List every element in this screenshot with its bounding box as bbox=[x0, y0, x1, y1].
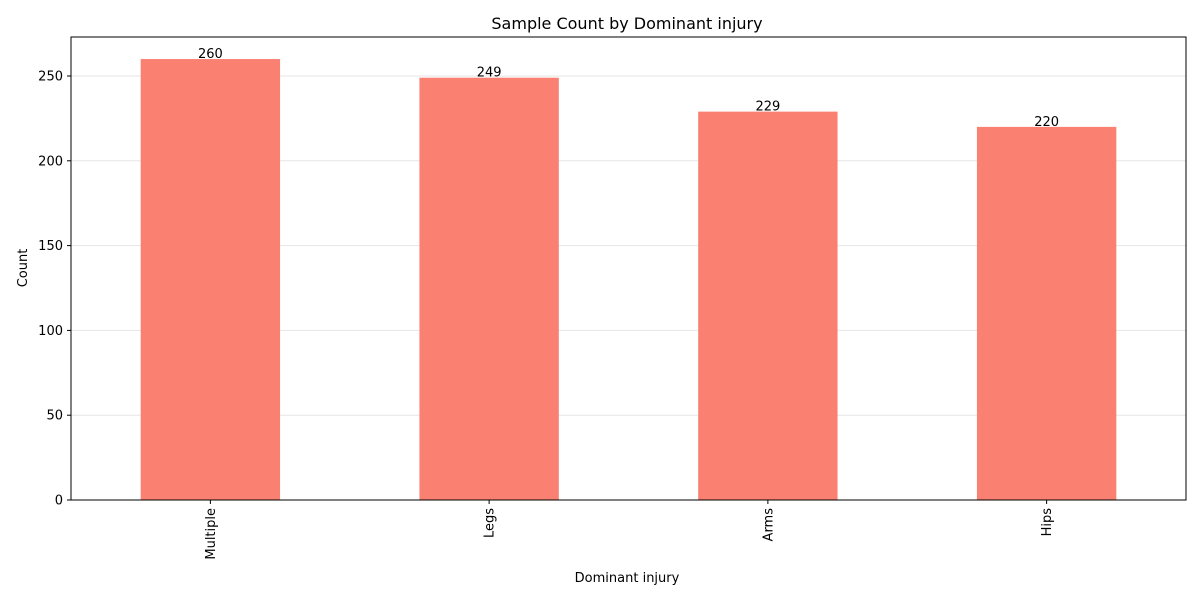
bar-multiple bbox=[140, 59, 281, 501]
x-tick-label: Legs bbox=[483, 508, 498, 538]
data-label: 249 bbox=[477, 66, 502, 81]
y-tick-label: 250 bbox=[38, 70, 63, 85]
bar-hips bbox=[976, 126, 1117, 500]
x-tick-label: Arms bbox=[761, 508, 776, 542]
x-tick-label: Multiple bbox=[204, 508, 219, 560]
bar-arms bbox=[698, 111, 838, 500]
data-label: 229 bbox=[755, 100, 780, 115]
bars bbox=[140, 59, 1117, 501]
y-tick-label: 200 bbox=[38, 154, 63, 169]
x-axis-ticks: Multiple Legs Arms Hips bbox=[204, 500, 1055, 560]
y-tick-label: 100 bbox=[38, 324, 63, 339]
x-axis-label: Dominant injury bbox=[575, 571, 680, 586]
bar-legs bbox=[419, 77, 559, 500]
y-tick-label: 150 bbox=[38, 239, 63, 254]
data-label: 220 bbox=[1034, 115, 1059, 130]
y-axis-ticks: 0 50 100 150 200 250 bbox=[38, 70, 71, 509]
chart-title: Sample Count by Dominant injury bbox=[491, 14, 762, 33]
y-tick-label: 0 bbox=[55, 494, 63, 509]
plot-frame bbox=[70, 36, 1187, 501]
x-tick-label: Hips bbox=[1040, 508, 1055, 537]
data-labels: 260 249 229 220 bbox=[198, 47, 1059, 130]
y-tick-label: 50 bbox=[46, 409, 63, 424]
data-label: 260 bbox=[198, 47, 223, 62]
y-axis-label: Count bbox=[16, 249, 31, 288]
